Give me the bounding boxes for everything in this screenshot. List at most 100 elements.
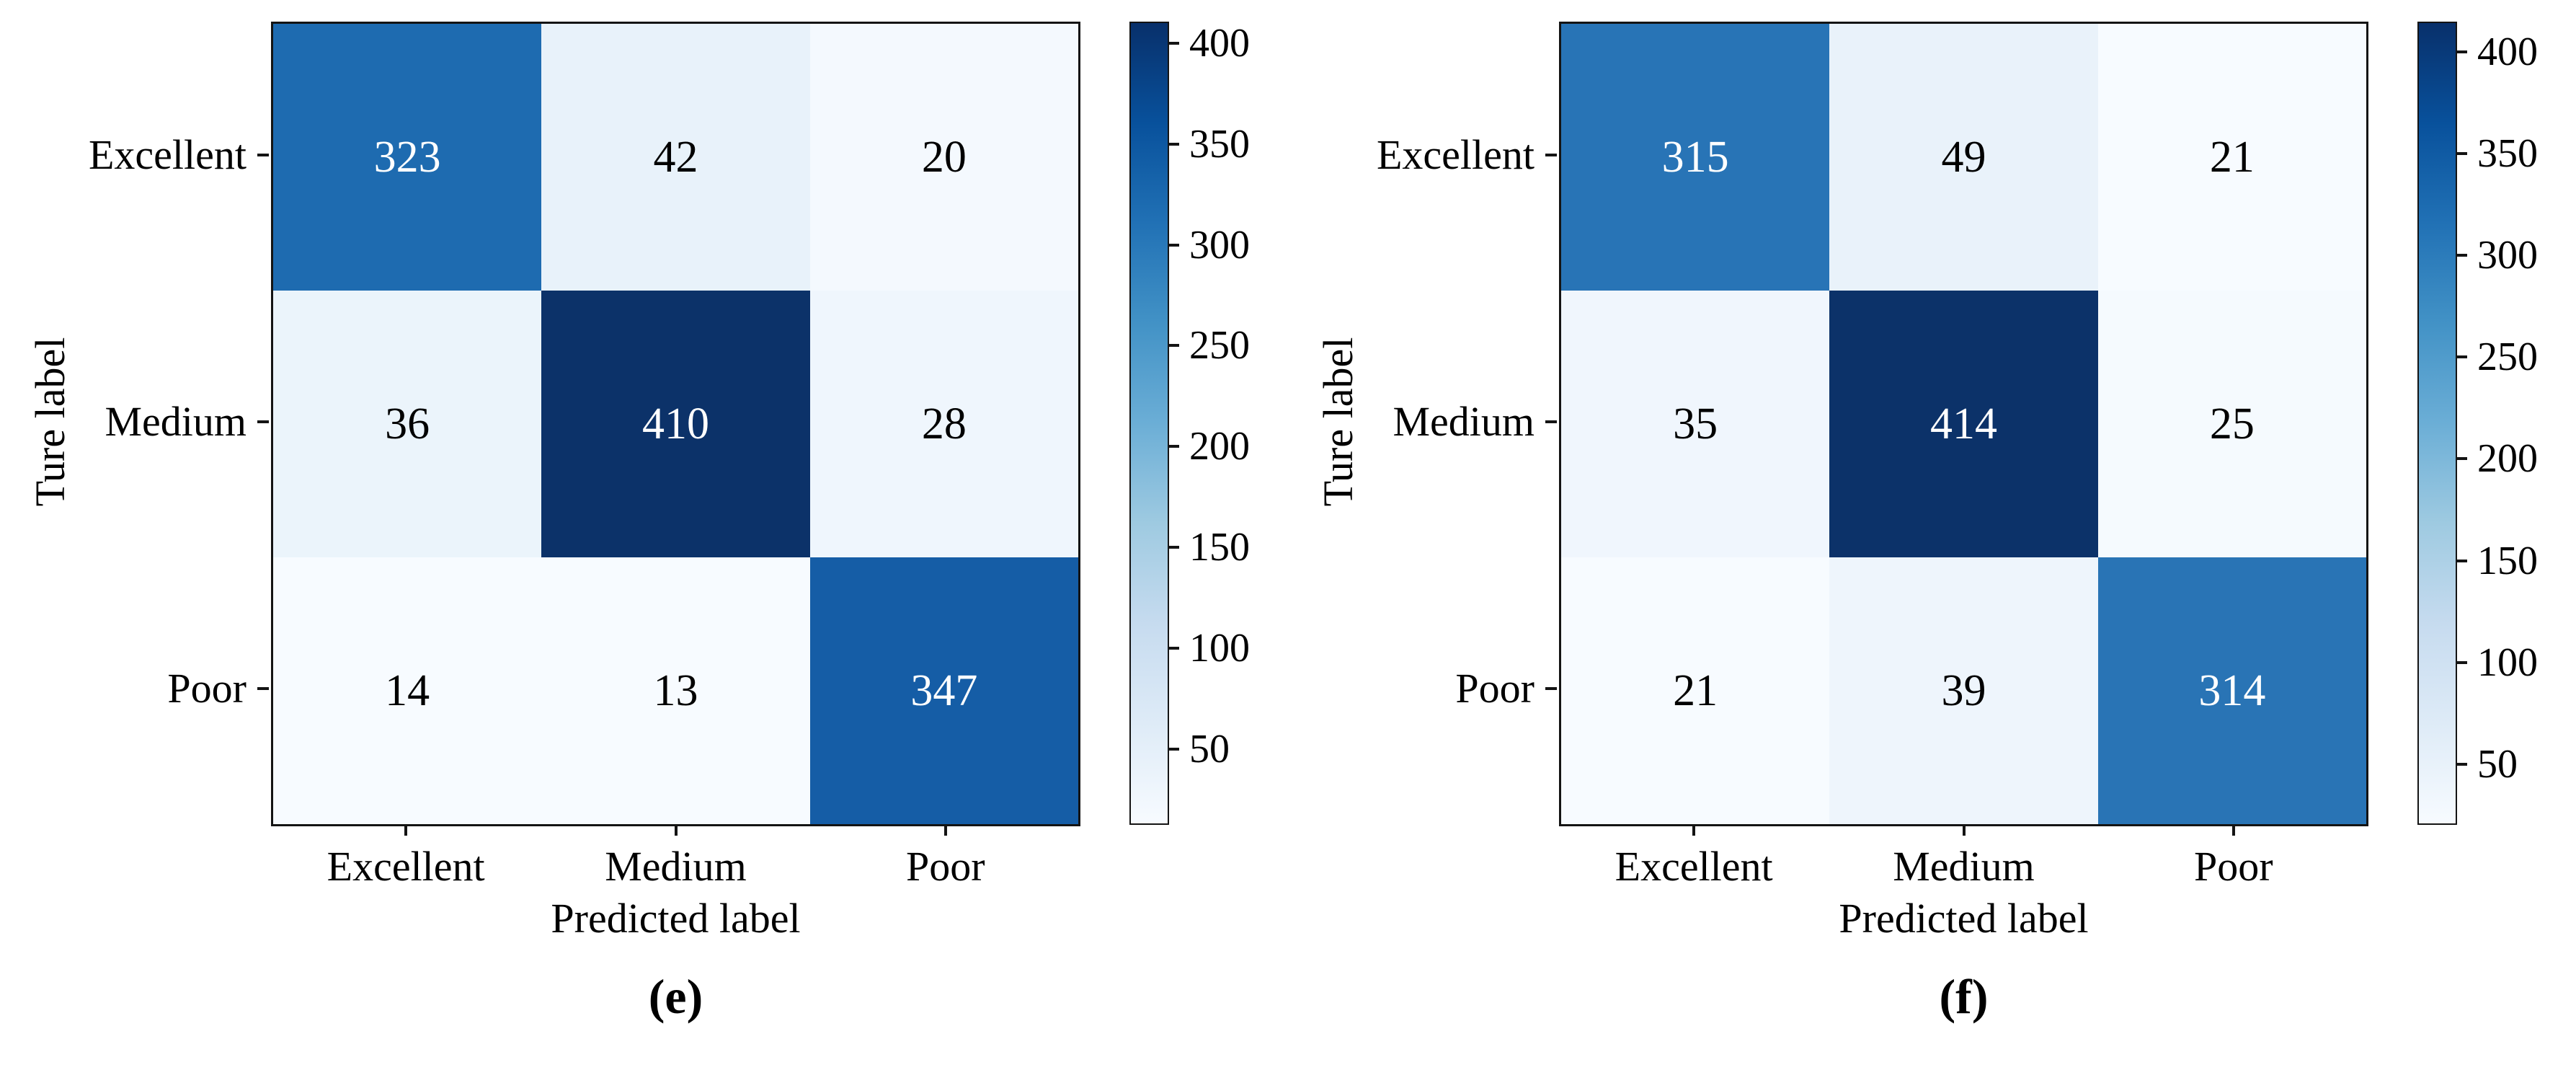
heatmap-plot-area: 315 49 21 35 414 25 21 39 314 [1559, 22, 2368, 826]
x-tick-mark [1962, 824, 1966, 836]
colorbar-tick-label: 100 [2477, 640, 2538, 685]
x-tick-mark [1692, 824, 1696, 836]
heatmap-cell: 323 [273, 24, 542, 291]
heatmap-cell: 20 [809, 24, 1078, 291]
x-axis-ticks: Excellent Medium Poor [1559, 824, 2368, 903]
colorbar-tick-label: 350 [1189, 121, 1250, 167]
x-tick-label: Excellent [1615, 843, 1773, 890]
colorbar-tick-mark [2457, 559, 2467, 562]
y-tick-mark [257, 420, 269, 423]
colorbar-tick-mark [1169, 445, 1179, 448]
heatmap-cell: 35 [1561, 291, 1830, 557]
colorbar-tick-mark [1169, 545, 1179, 549]
x-tick-mark [943, 824, 947, 836]
x-axis-ticks: Excellent Medium Poor [271, 824, 1080, 903]
colorbar-tick-mark [1169, 747, 1179, 751]
x-axis-label: Predicted label [1839, 895, 2089, 942]
colorbar-tick-label: 150 [2477, 538, 2538, 583]
colorbar-tick-label: 300 [2477, 232, 2538, 278]
colorbar-tick-mark [1169, 646, 1179, 650]
colorbar-tick-label: 100 [1189, 625, 1250, 671]
y-tick-label: Medium [105, 398, 247, 445]
colorbar-tick-label: 400 [2477, 29, 2538, 74]
heatmap-cell: 410 [541, 291, 810, 557]
colorbar-tick-mark [1169, 41, 1179, 45]
subfigure-caption: (f) [1939, 969, 1989, 1024]
heatmap-cell: 314 [2097, 557, 2366, 824]
heatmap-cell: 36 [273, 291, 542, 557]
cell-value: 21 [1673, 666, 1718, 715]
y-tick-mark [257, 154, 269, 156]
colorbar-gradient [2419, 23, 2456, 823]
y-axis-ticks: Excellent Medium Poor [1288, 22, 1559, 822]
colorbar-tick-mark [1169, 344, 1179, 348]
heatmap-cell: 28 [809, 291, 1078, 557]
colorbar-tick-mark [2457, 355, 2467, 359]
colorbar-tick-label: 250 [2477, 335, 2538, 380]
heatmap-cell: 315 [1561, 24, 1830, 291]
confusion-matrix-panel-e: Ture label 323 42 20 36 410 28 14 13 347 Excelle… [0, 22, 1250, 1024]
cell-value: 347 [910, 666, 978, 715]
cell-value: 49 [1941, 133, 1986, 182]
colorbar-tick-mark [2457, 660, 2467, 664]
y-tick-mark [1545, 420, 1557, 423]
colorbar-tick-label: 250 [1189, 323, 1250, 368]
heatmap-cell: 13 [541, 557, 810, 824]
colorbar-ticks: 400 350 300 250 200 150 100 50 [2456, 23, 2576, 823]
y-tick-label: Poor [1455, 665, 1535, 712]
colorbar-ticks: 400 350 300 250 200 150 100 50 [1168, 23, 1290, 823]
y-tick-mark [1545, 687, 1557, 690]
cell-value: 21 [2209, 133, 2255, 182]
y-tick-mark [257, 687, 269, 690]
heatmap-cell: 347 [809, 557, 1078, 824]
colorbar-tick-mark [1169, 142, 1179, 146]
heatmap-cell: 39 [1829, 557, 2098, 824]
cell-value: 25 [2209, 399, 2255, 448]
colorbar-tick-label: 150 [1189, 524, 1250, 570]
subfigure-caption: (e) [648, 969, 703, 1024]
heatmap-cell: 49 [1829, 24, 2098, 291]
colorbar-tick-label: 50 [1189, 726, 1230, 771]
heatmap-cell: 42 [541, 24, 810, 291]
colorbar-tick-mark [2457, 457, 2467, 461]
heatmap-grid: 315 49 21 35 414 25 21 39 314 [1561, 24, 2366, 824]
y-tick-label: Excellent [1376, 131, 1535, 178]
cell-value: 314 [2198, 666, 2266, 715]
x-tick-label: Poor [2194, 843, 2273, 890]
cell-value: 13 [653, 666, 698, 715]
heatmap-plot-area: 323 42 20 36 410 28 14 13 347 [271, 22, 1080, 826]
colorbar-tick-mark [2457, 151, 2467, 155]
cell-value: 323 [373, 133, 441, 182]
heatmap-cell: 21 [2097, 24, 2366, 291]
cell-value: 410 [641, 399, 709, 448]
colorbar-tick-label: 400 [1189, 20, 1250, 66]
colorbar-tick-label: 200 [1189, 424, 1250, 469]
y-tick-mark [1545, 154, 1557, 156]
cell-value: 14 [385, 666, 430, 715]
colorbar-tick-label: 350 [2477, 131, 2538, 176]
cell-value: 35 [1673, 399, 1718, 448]
y-tick-label: Poor [167, 665, 247, 712]
x-tick-label: Excellent [327, 843, 485, 890]
x-tick-mark [404, 824, 408, 836]
colorbar-tick-mark [2457, 253, 2467, 257]
x-tick-label: Poor [906, 843, 985, 890]
cell-value: 42 [653, 133, 698, 182]
x-axis-label: Predicted label [551, 895, 801, 942]
cell-value: 36 [385, 399, 430, 448]
colorbar-tick-mark [2457, 763, 2467, 766]
cell-value: 39 [1941, 666, 1986, 715]
colorbar: 400 350 300 250 200 150 100 50 [2417, 22, 2538, 825]
x-tick-label: Medium [605, 843, 747, 890]
colorbar-tick-label: 300 [1189, 222, 1250, 268]
heatmap-cell: 21 [1561, 557, 1830, 824]
colorbar-tick-label: 200 [2477, 436, 2538, 482]
colorbar-tick-mark [2457, 50, 2467, 53]
y-axis-ticks: Excellent Medium Poor [0, 22, 271, 822]
colorbar-tick-mark [1169, 243, 1179, 247]
colorbar-tick-label: 50 [2477, 742, 2518, 787]
colorbar: 400 350 300 250 200 150 100 50 [1129, 22, 1250, 825]
x-tick-label: Medium [1893, 843, 2035, 890]
x-tick-mark [2231, 824, 2235, 836]
heatmap-grid: 323 42 20 36 410 28 14 13 347 [273, 24, 1078, 824]
